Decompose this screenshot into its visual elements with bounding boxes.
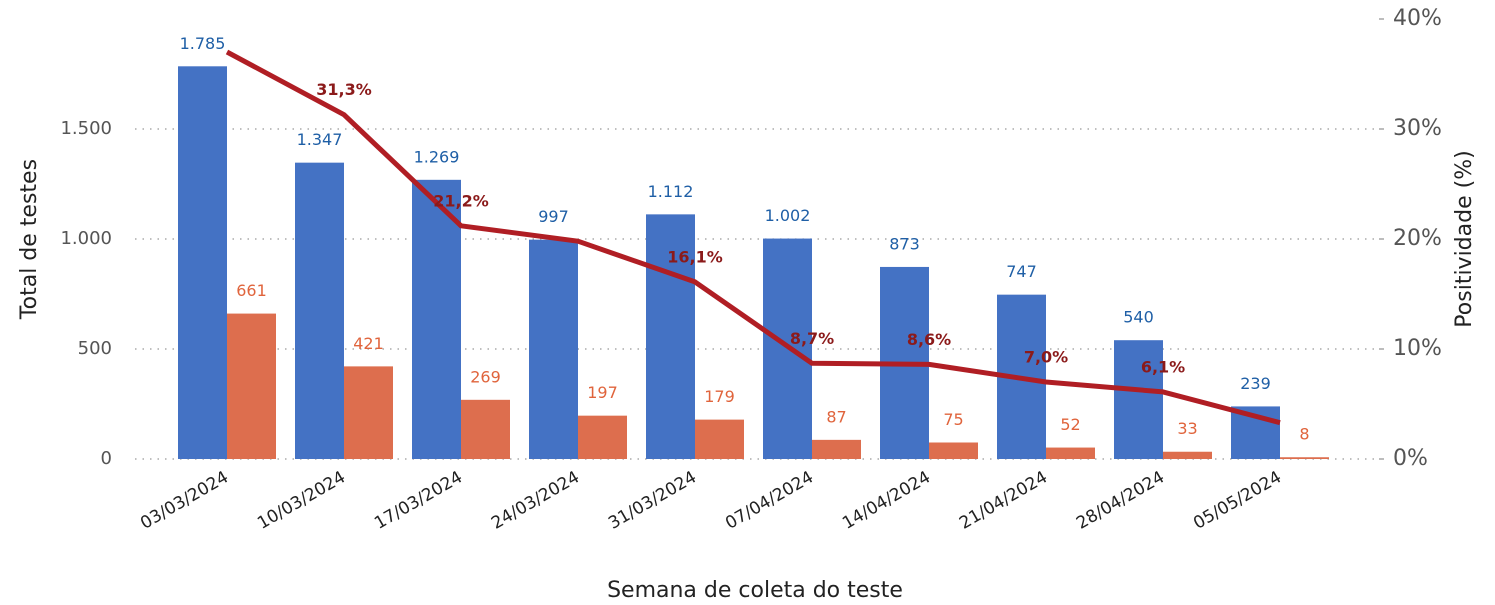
data-label: 1.002 [765,206,811,225]
data-label: 239 [1240,374,1271,393]
x-tick-label: 10/03/2024 [254,467,349,533]
data-label: 179 [704,387,735,406]
bar [1046,447,1095,459]
data-label: 1.785 [180,34,226,53]
x-axis-label: Semana de coleta do teste [607,578,903,603]
y2-tick-label: 30% [1393,116,1442,141]
bar [1114,340,1163,459]
data-label: 1.347 [297,130,343,149]
x-tick-label: 31/03/2024 [605,467,700,533]
bar [295,162,344,459]
y-tick-label: 1.500 [60,118,112,139]
bar [578,415,627,459]
data-label: 540 [1123,308,1154,327]
data-label: 75 [943,410,963,429]
line-data-label: 7,0% [1024,348,1068,367]
bar [1280,457,1329,459]
bar [461,399,510,459]
data-label: 1.112 [648,182,694,201]
data-label: 661 [236,281,267,300]
x-tick-label: 05/05/2024 [1190,467,1285,533]
y-axis-label: Total de testes [17,159,42,320]
bar [1163,451,1212,459]
x-tick-label: 03/03/2024 [137,467,232,533]
y2-axis-label: Positividade (%) [1452,150,1477,327]
data-label: 1.269 [414,147,460,166]
bar [178,66,227,460]
bar [695,419,744,459]
line-data-label: 21,2% [433,191,489,210]
x-tick-label: 14/04/2024 [839,467,934,533]
x-tick-label: 24/03/2024 [488,467,583,533]
line [225,49,1281,426]
line-data-label: 8,7% [790,329,834,348]
data-label: 997 [538,207,569,226]
data-label: 269 [470,367,501,386]
x-tick-label: 21/04/2024 [956,467,1051,533]
line-data-label: 31,3% [316,80,372,99]
bar [529,239,578,459]
bar [412,179,461,459]
bar [929,442,978,459]
data-label: 33 [1177,419,1197,438]
bar [227,313,276,459]
data-label: 747 [1006,262,1037,281]
data-label: 873 [889,234,920,253]
y-tick-label: 1.000 [60,228,112,249]
line-data-label: 16,1% [667,247,723,266]
x-tick-label: 17/03/2024 [371,467,466,533]
y-tick-label: 0 [101,448,112,469]
bar [812,439,861,459]
data-label: 87 [826,407,846,426]
data-label: 197 [587,383,618,402]
data-label: 52 [1060,415,1080,434]
data-label: 8 [1299,425,1309,444]
y-tick-label: 500 [78,338,112,359]
data-label: 421 [353,334,384,353]
x-tick-label: 28/04/2024 [1073,467,1168,533]
y2-tick-label: 40% [1393,6,1442,31]
line-data-label: 8,6% [907,330,951,349]
y2-tick-label: 20% [1393,226,1442,251]
y2-tick-label: 10% [1393,336,1442,361]
bar [646,214,695,459]
y2-tick-label: 0% [1393,446,1428,471]
x-tick-label: 07/04/2024 [722,467,817,533]
line-data-label: 6,1% [1141,357,1185,376]
bar [344,366,393,459]
